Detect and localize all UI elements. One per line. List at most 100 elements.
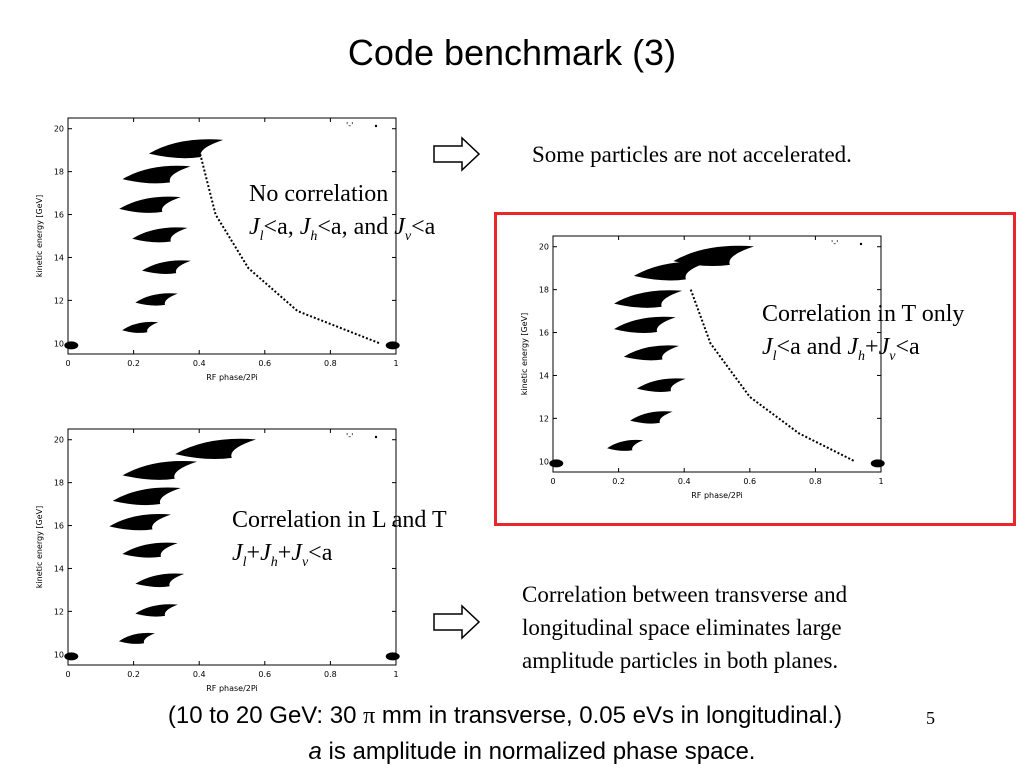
x-axis-label: RF phase/2Pi	[206, 373, 258, 382]
formula-subscript: h	[310, 228, 318, 244]
legend-label: '-'	[346, 432, 353, 441]
particle-bunch	[623, 345, 679, 361]
label-correlation-t-only: Correlation in T only Jl<a and Jh+Jv<a	[762, 298, 964, 373]
x-tick-label: 0.2	[612, 477, 625, 486]
label-t-only-formula: Jl<a and Jh+Jv<a	[762, 331, 964, 373]
particle-bunch	[614, 290, 683, 308]
page-number: 5	[926, 708, 935, 728]
formula-symbol: J	[847, 334, 859, 360]
edge-cluster	[385, 652, 400, 661]
particle-bunch	[135, 604, 178, 617]
label-correlation-l-and-t: Correlation in L and T Jl+Jh+Jv<a	[232, 504, 447, 579]
plot-frame	[67, 428, 397, 666]
footer-text: mm in transverse, 0.05 eVs in longitudin…	[375, 702, 843, 729]
x-tick-label: 1	[878, 477, 883, 486]
formula-subscript: l	[259, 228, 264, 244]
x-tick-label: 0.4	[193, 670, 206, 679]
y-tick-label: 10	[54, 339, 64, 348]
arrow-right-icon	[433, 604, 481, 640]
particle-bunch	[175, 438, 256, 460]
legend-marker	[374, 435, 378, 439]
formula-text: <a, and	[317, 214, 395, 240]
x-tick-label: 0.2	[127, 670, 140, 679]
correlation-note-line: amplitude particles in both planes.	[522, 648, 839, 673]
particle-bunch	[122, 542, 178, 558]
y-axis-label: kinetic energy [GeV]	[35, 506, 44, 588]
footer-line-1: (10 to 20 GeV: 30 π mm in transverse, 0.…	[0, 702, 1010, 730]
particle-bunch	[630, 411, 673, 424]
formula-symbol: J	[291, 540, 302, 566]
y-tick-label: 18	[54, 479, 64, 488]
y-tick-label: 20	[54, 436, 64, 445]
formula-symbol: J	[249, 214, 260, 240]
formula-subscript: h	[270, 554, 278, 570]
correlation-note: Correlation between transverse and longi…	[522, 578, 847, 677]
plot-correlation-l-and-t: 0 0.2 0.4 0.6 0.8 1 10 12 14 16 18 20 RF phase/2Pi ki…	[30, 423, 410, 703]
plot-no-correlation-svg: 0 0.2 0.4 0.6 0.8 1 10 12 14 16 18 20 RF phase/2Pi ki…	[35, 117, 400, 382]
edge-cluster	[870, 459, 885, 468]
particle-bunch	[135, 573, 185, 588]
formula-text: <a,	[263, 214, 300, 240]
x-tick-label: 0.8	[324, 359, 337, 368]
y-tick-label: 16	[539, 329, 549, 338]
x-tick-label: 0.6	[258, 670, 271, 679]
label-no-correlation-formula: Jl<a, Jh<a, and Jv<a	[249, 211, 435, 253]
formula-symbol: J	[762, 334, 773, 360]
x-tick-label: 0.6	[743, 477, 756, 486]
particle-tail	[689, 289, 856, 463]
x-tick-label: 0.6	[258, 359, 271, 368]
y-tick-label: 14	[539, 371, 549, 380]
formula-subscript: v	[889, 348, 896, 364]
label-lt-title: Correlation in L and T	[232, 507, 447, 533]
edge-cluster	[64, 341, 79, 350]
particle-bunch	[122, 321, 159, 333]
particle-bunch	[607, 439, 644, 451]
x-axis-label: RF phase/2Pi	[206, 684, 258, 693]
formula-subscript: v	[301, 554, 309, 570]
particle-bunch	[118, 632, 155, 644]
y-tick-label: 20	[54, 125, 64, 134]
y-tick-label: 16	[54, 211, 64, 220]
y-tick-label: 12	[54, 607, 64, 616]
x-tick-label: 0.2	[127, 359, 140, 368]
not-accelerated-note: Some particles are not accelerated.	[532, 142, 852, 167]
formula-symbol: J	[878, 334, 890, 360]
particle-bunch	[132, 227, 188, 243]
plot-frame	[67, 117, 397, 355]
formula-text: +	[865, 334, 879, 360]
particle-bunch	[614, 316, 676, 334]
x-tick-label: 0	[550, 477, 555, 486]
x-tick-label: 0.8	[809, 477, 822, 486]
particle-bunch	[122, 165, 191, 184]
legend-marker	[374, 124, 378, 128]
formula-symbol: J	[394, 214, 405, 240]
y-axis-label: kinetic energy [GeV]	[35, 195, 44, 277]
y-tick-label: 18	[539, 286, 549, 295]
x-tick-label: 0.8	[324, 670, 337, 679]
particle-bunch	[636, 378, 686, 392]
y-tick-label: 10	[54, 650, 64, 659]
x-tick-label: 0	[65, 359, 70, 368]
legend-label: '-'	[831, 239, 838, 248]
label-no-correlation: No correlation Jl<a, Jh<a, and Jv<a	[249, 178, 435, 253]
label-t-only-title: Correlation in T only	[762, 301, 965, 327]
x-tick-label: 0	[65, 670, 70, 679]
particle-bunch	[673, 245, 755, 267]
particle-bunch	[633, 261, 709, 281]
plot-frame	[552, 235, 882, 473]
particle-bunch	[119, 196, 181, 213]
y-tick-label: 14	[54, 564, 64, 573]
edge-cluster	[549, 459, 564, 468]
plot-correlation-t-only-svg: 0 0.2 0.4 0.6 0.8 1 10 12 14 16 18 20 RF phase/2Pi ki…	[520, 235, 885, 500]
formula-symbol: J	[299, 214, 311, 240]
footer-italic-a: a	[308, 738, 322, 765]
correlation-note-line: Correlation between transverse and	[522, 582, 848, 607]
legend-label: '-'	[346, 121, 353, 130]
legend-marker	[859, 242, 863, 246]
footer-text: (10 to 20 GeV: 30	[167, 702, 364, 729]
formula-text: +	[277, 540, 292, 566]
y-tick-label: 18	[54, 168, 64, 177]
particle-bunch	[112, 487, 181, 506]
plot-correlation-l-and-t-svg: 0 0.2 0.4 0.6 0.8 1 10 12 14 16 18 20 RF phase/2Pi ki…	[35, 428, 400, 693]
particle-bunch	[148, 139, 224, 159]
